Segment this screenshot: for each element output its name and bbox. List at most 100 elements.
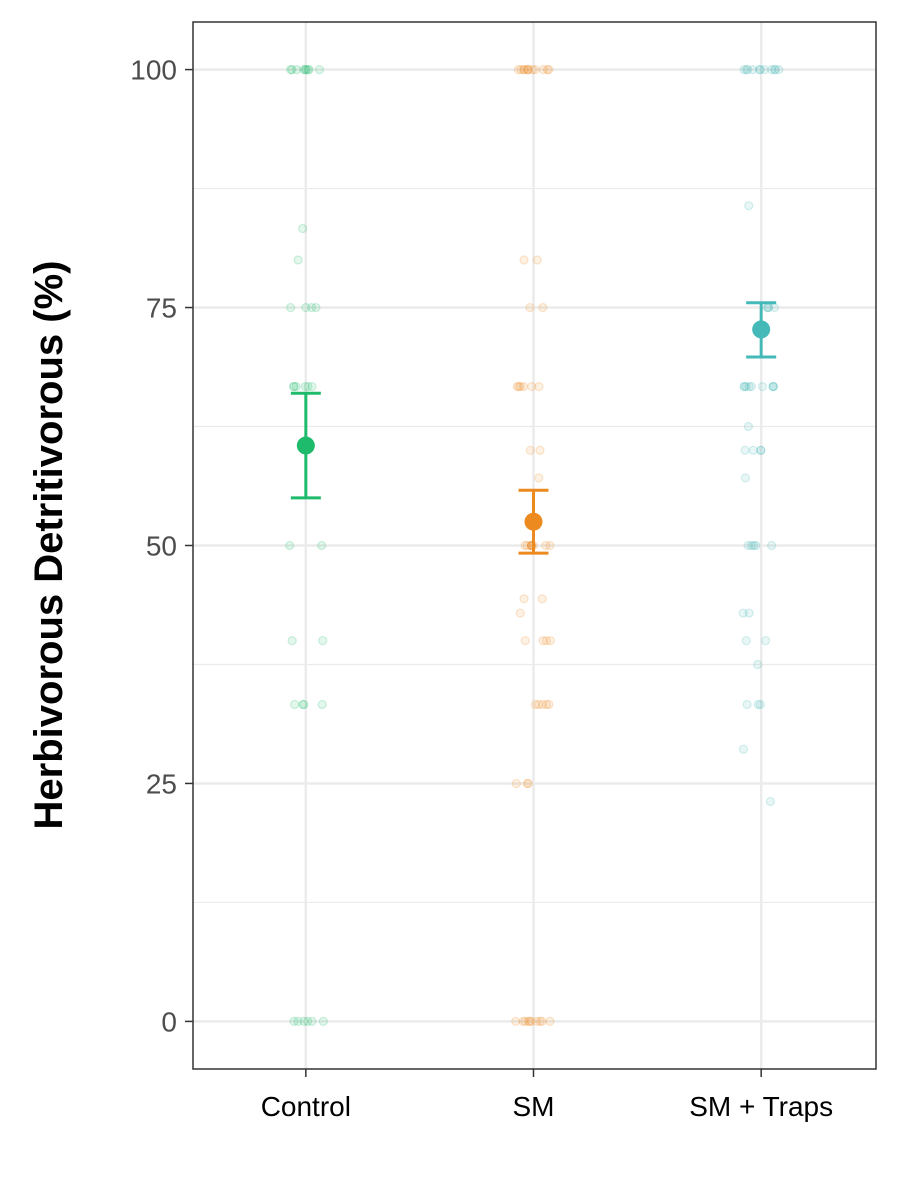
data-point: [306, 302, 317, 313]
data-point: [301, 64, 311, 75]
data-point: [762, 302, 772, 313]
x-tick-label: Control: [261, 1091, 351, 1122]
data-point: [525, 445, 535, 455]
data-point: [300, 64, 311, 75]
data-point: [311, 302, 321, 313]
data-point: [520, 636, 530, 646]
data-point: [525, 302, 535, 313]
data-point: [538, 636, 548, 646]
data-point: [534, 381, 544, 392]
data-point: [740, 473, 751, 483]
data-point: [544, 64, 554, 75]
data-point: [519, 64, 529, 75]
data-point: [317, 699, 327, 710]
y-tick-label: 25: [146, 768, 177, 799]
data-point: [293, 255, 303, 265]
data-point: [759, 64, 769, 75]
data-point: [545, 636, 555, 646]
data-point: [743, 64, 753, 75]
data-point: [304, 64, 314, 75]
summary-markers: [290, 301, 777, 555]
data-point: [287, 64, 297, 75]
data-point: [538, 64, 548, 75]
data-point: [534, 473, 544, 483]
data-point: [740, 445, 750, 455]
data-point: [317, 540, 327, 551]
data-point: [744, 608, 754, 618]
data-point: [743, 540, 753, 551]
data-point: [537, 594, 547, 604]
data-point: [741, 64, 751, 75]
data-point: [770, 64, 781, 75]
data-point: [754, 64, 765, 75]
data-point: [287, 636, 297, 646]
data-point: [523, 778, 533, 789]
data-point: [286, 64, 296, 75]
data-point: [738, 608, 748, 618]
data-point: [742, 699, 752, 710]
data-point: [318, 1016, 328, 1027]
data-point: [289, 381, 299, 392]
data-point: [748, 64, 758, 75]
data-point: [768, 381, 778, 392]
data-point: [523, 64, 533, 75]
data-point: [293, 1016, 303, 1027]
x-tick-label: SM + Traps: [689, 1091, 833, 1122]
data-point: [755, 64, 765, 75]
data-point: [290, 699, 300, 710]
data-point: [516, 64, 526, 75]
y-axis-title: Herbivorous Detritivorous (%): [27, 261, 71, 830]
data-point: [744, 381, 754, 392]
data-point: [530, 699, 541, 710]
data-point: [530, 64, 540, 75]
data-point: [518, 381, 529, 392]
data-point: [757, 381, 768, 392]
data-point: [541, 699, 552, 710]
data-point: [768, 381, 779, 392]
data-point: [767, 540, 777, 551]
data-point: [298, 699, 308, 710]
data-point: [298, 223, 308, 234]
data-point: [518, 1016, 528, 1027]
data-point: [533, 699, 544, 710]
data-point: [765, 796, 775, 807]
data-point: [511, 778, 521, 789]
data-point: [756, 445, 766, 455]
data-point: [756, 445, 766, 455]
raw-points: [285, 64, 784, 1027]
data-point: [545, 1016, 555, 1027]
data-point: [299, 699, 309, 710]
data-point: [741, 636, 751, 646]
axes: 0 25 50 75 100 Control SM SM + Traps: [130, 55, 833, 1122]
data-point: [755, 699, 765, 710]
data-point: [741, 381, 751, 392]
y-tick-label: 50: [146, 531, 177, 562]
data-point: [538, 302, 548, 313]
data-point: [314, 64, 325, 75]
data-point: [526, 1016, 536, 1027]
data-point: [300, 381, 310, 392]
data-point: [531, 1016, 542, 1027]
data-point: [527, 64, 538, 75]
data-point: [769, 64, 780, 75]
data-point: [746, 540, 757, 551]
data-point: [291, 381, 301, 392]
data-point: [523, 64, 533, 75]
mean-point: [752, 320, 771, 339]
data-point: [739, 381, 750, 392]
data-point: [542, 64, 552, 75]
data-point: [738, 744, 749, 754]
data-point: [519, 255, 529, 265]
data-point: [520, 1016, 530, 1027]
y-tick-label: 100: [130, 55, 177, 86]
data-point: [512, 381, 522, 392]
data-point: [753, 699, 763, 710]
data-point: [753, 659, 763, 670]
data-point: [292, 64, 302, 75]
data-point: [527, 381, 537, 392]
data-point: [761, 636, 771, 646]
data-point: [520, 540, 530, 551]
data-point: [748, 445, 758, 455]
x-tick-label: SM: [513, 1091, 555, 1122]
